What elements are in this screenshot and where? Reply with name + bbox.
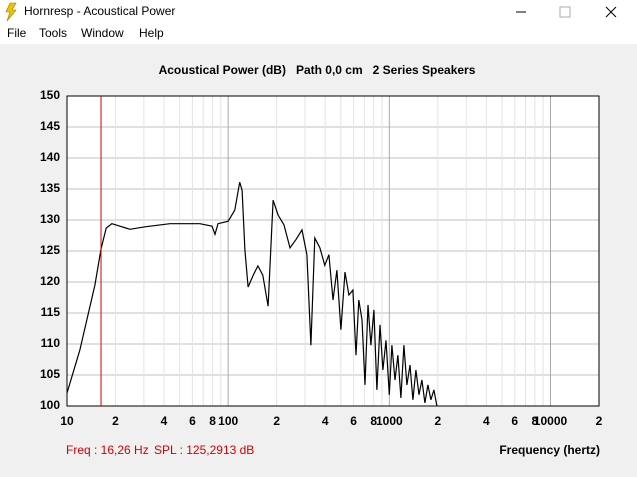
x-tick-label: 8 [370,414,377,428]
y-tick-label: 100 [40,398,60,412]
x-tick-label: 2 [434,414,441,428]
title-bar [0,0,637,24]
spl-readout: SPL : 125,2913 dB [154,443,254,457]
y-tick-label: 110 [41,336,61,350]
x-tick-label: 2 [112,414,119,428]
menu-tools[interactable]: Tools [39,26,67,40]
y-tick-label: 140 [40,150,60,164]
x-axis-label: Frequency (hertz) [499,443,600,457]
y-tick-label: 135 [40,181,60,195]
y-tick-label: 150 [40,88,60,102]
x-tick-label: 4 [322,414,329,428]
plot-frame [66,95,600,407]
freq-readout: Freq : 16,26 Hz [66,443,149,457]
x-tick-label: 2 [596,414,603,428]
response-line [67,182,438,407]
app-icon [5,2,17,22]
x-tick-label: 8 [532,414,539,428]
y-tick-label: 145 [40,119,60,133]
x-tick-label: 6 [511,414,518,428]
menu-window[interactable]: Window [81,26,124,40]
close-button[interactable] [605,6,617,18]
x-tick-label: 10 [60,414,74,428]
menu-bar [0,24,637,44]
x-tick-label: 100 [218,414,238,428]
y-tick-label: 105 [40,367,60,381]
x-tick-label: 6 [189,414,196,428]
x-tick-label: 1000 [376,414,403,428]
menu-file[interactable]: File [7,26,27,40]
y-tick-label: 115 [41,305,61,319]
x-tick-label: 10000 [534,414,568,428]
window-title: Hornresp - Acoustical Power [24,4,175,18]
chart-title: Acoustical Power (dB) Path 0,0 cm 2 Seri… [159,63,476,77]
x-tick-label: 8 [209,414,216,428]
menu-help[interactable]: Help [139,26,164,40]
y-tick-label: 120 [40,274,60,288]
x-tick-label: 4 [483,414,490,428]
x-tick-label: 2 [273,414,280,428]
y-tick-label: 125 [40,243,60,257]
x-tick-label: 6 [350,414,357,428]
y-tick-label: 130 [40,212,60,226]
x-tick-label: 4 [161,414,168,428]
maximize-button[interactable] [559,6,571,18]
